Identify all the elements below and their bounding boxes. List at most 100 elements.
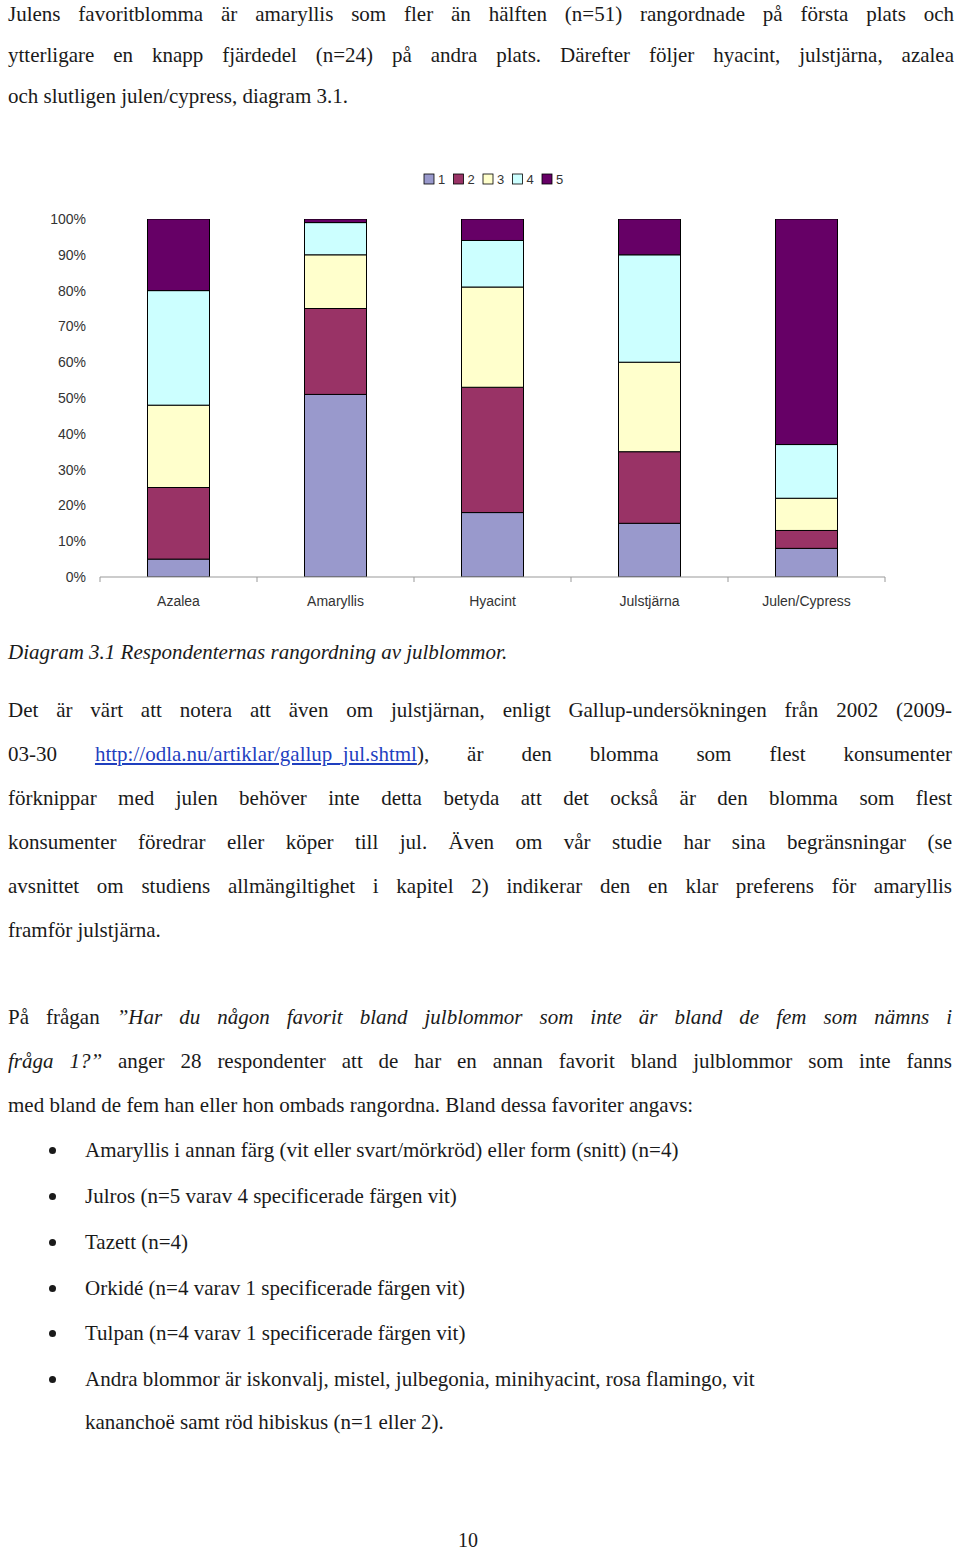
x-tick-label: Hyacint (469, 593, 516, 609)
text-line: avsnittet om studiens allmängiltighet i … (8, 874, 952, 898)
bar-segment (148, 219, 210, 291)
x-tick (100, 577, 101, 582)
bullet-text: kananchoë samt röd hibiskus (n=1 eller 2… (85, 1410, 444, 1434)
bullet-dot (49, 1147, 56, 1154)
bar-segment (305, 394, 367, 577)
legend-swatch (513, 174, 523, 184)
bullet-text: Amaryllis i annan färg (vit eller svart/… (85, 1138, 678, 1162)
legend-label: 1 (438, 172, 445, 187)
text-segment: ”Har du någon favorit bland julblommor s… (117, 1005, 952, 1029)
text-segment: Det är värt att notera att även om julst… (8, 698, 952, 722)
legend-swatch (424, 174, 434, 184)
y-tick-label: 80% (58, 283, 86, 299)
x-tick (885, 577, 886, 582)
y-tick-label: 50% (58, 390, 86, 406)
text-line: konsumenter föredrar eller köper till ju… (8, 830, 952, 854)
link[interactable]: http://odla.nu/artiklar/gallup_jul.shtml (95, 742, 417, 766)
legend-swatch (542, 174, 552, 184)
legend-label: 2 (468, 172, 475, 187)
y-tick-label: 30% (58, 462, 86, 478)
text-segment: och slutligen julen/cypress, diagram 3.1… (8, 84, 348, 108)
bar-segment (462, 240, 524, 287)
bar-segment (305, 219, 367, 223)
bullet-dot (49, 1193, 56, 1200)
text-segment: Julens favoritblomma är amaryllis som fl… (8, 2, 954, 26)
bar-segment (776, 445, 838, 499)
bullet-text: Andra blommor är iskonvalj, mistel, julb… (85, 1367, 755, 1391)
text-segment: På frågan (8, 1005, 117, 1029)
bar-segment (148, 291, 210, 406)
bullet-dot (49, 1376, 56, 1383)
legend-swatch (454, 174, 464, 184)
bar-segment (776, 498, 838, 530)
bar-segment (619, 362, 681, 452)
y-tick-label: 90% (58, 247, 86, 263)
bar-segment (619, 452, 681, 524)
legend-label: 3 (497, 172, 504, 187)
text-line: Det är värt att notera att även om julst… (8, 698, 952, 722)
x-tick (414, 577, 415, 582)
text-line: På frågan ”Har du någon favorit bland ju… (8, 1005, 952, 1029)
text-line: 03-30 http://odla.nu/artiklar/gallup_jul… (8, 742, 952, 766)
bar-segment (148, 405, 210, 487)
bullet-dot (49, 1330, 56, 1337)
bar-segment (619, 523, 681, 577)
page-number: 10 (458, 1528, 478, 1550)
text-segment: med bland de fem han eller hon ombads ra… (8, 1093, 693, 1117)
legend-label: 5 (556, 172, 563, 187)
x-tick-label: Julstjärna (620, 593, 680, 609)
bar-segment (619, 219, 681, 255)
bullet-text: Tazett (n=4) (85, 1230, 188, 1254)
text-line: ytterligare en knapp fjärdedel (n=24) på… (8, 43, 954, 67)
bar-segment (776, 219, 838, 445)
legend-label: 4 (527, 172, 534, 187)
bar-segment (305, 309, 367, 395)
bar-segment (462, 287, 524, 387)
y-tick-label: 60% (58, 354, 86, 370)
x-tick-label: Azalea (157, 593, 200, 609)
bar-segment (462, 219, 524, 240)
bar-segment (305, 223, 367, 255)
y-tick-label: 70% (58, 318, 86, 334)
bar-segment (462, 387, 524, 512)
text-line: med bland de fem han eller hon ombads ra… (8, 1093, 693, 1117)
bar-segment (776, 548, 838, 577)
x-axis (100, 577, 885, 578)
bar-segment (305, 255, 367, 309)
text-segment: fråga 1?” (8, 1049, 102, 1073)
y-tick-label: 100% (50, 211, 86, 227)
x-tick-label: Amaryllis (307, 593, 364, 609)
bars (148, 219, 838, 577)
text-segment: anger 28 respondenter att de har en anna… (102, 1049, 952, 1073)
text-line: och slutligen julen/cypress, diagram 3.1… (8, 84, 348, 108)
bullet-text: Orkidé (n=4 varav 1 specificerade färgen… (85, 1276, 465, 1300)
text-line: framför julstjärna. (8, 918, 161, 942)
y-tick-label: 0% (66, 569, 86, 585)
x-tick (571, 577, 572, 582)
bullet-text: Julros (n=5 varav 4 specificerade färgen… (85, 1184, 457, 1208)
y-tick-label: 40% (58, 426, 86, 442)
bar-segment (148, 488, 210, 560)
text-segment: avsnittet om studiens allmängiltighet i … (8, 874, 952, 898)
text-segment: ytterligare en knapp fjärdedel (n=24) på… (8, 43, 954, 67)
x-tick (257, 577, 258, 582)
x-tick-label: Julen/Cypress (762, 593, 851, 609)
y-tick-label: 10% (58, 533, 86, 549)
text-line: fråga 1?” anger 28 respondenter att de h… (8, 1049, 952, 1073)
y-tick-label: 20% (58, 497, 86, 513)
text-segment: konsumenter föredrar eller köper till ju… (8, 830, 952, 854)
caption: Diagram 3.1 Respondenternas rangordning … (8, 640, 507, 664)
legend-swatch (483, 174, 493, 184)
bar-segment (462, 513, 524, 577)
x-tick (728, 577, 729, 582)
text-segment: ), är den blomma som flest konsumenter (417, 742, 952, 766)
bullet-text: Tulpan (n=4 varav 1 specificerade färgen… (85, 1321, 465, 1345)
bullet-dot (49, 1285, 56, 1292)
bar-segment (148, 559, 210, 577)
bullet-dot (49, 1239, 56, 1246)
bar-segment (776, 530, 838, 548)
text-line: Julens favoritblomma är amaryllis som fl… (8, 2, 954, 26)
text-segment: 03-30 (8, 742, 95, 766)
text-segment: framför julstjärna. (8, 918, 161, 942)
text-segment: förknippar med julen behöver inte detta … (8, 786, 952, 810)
